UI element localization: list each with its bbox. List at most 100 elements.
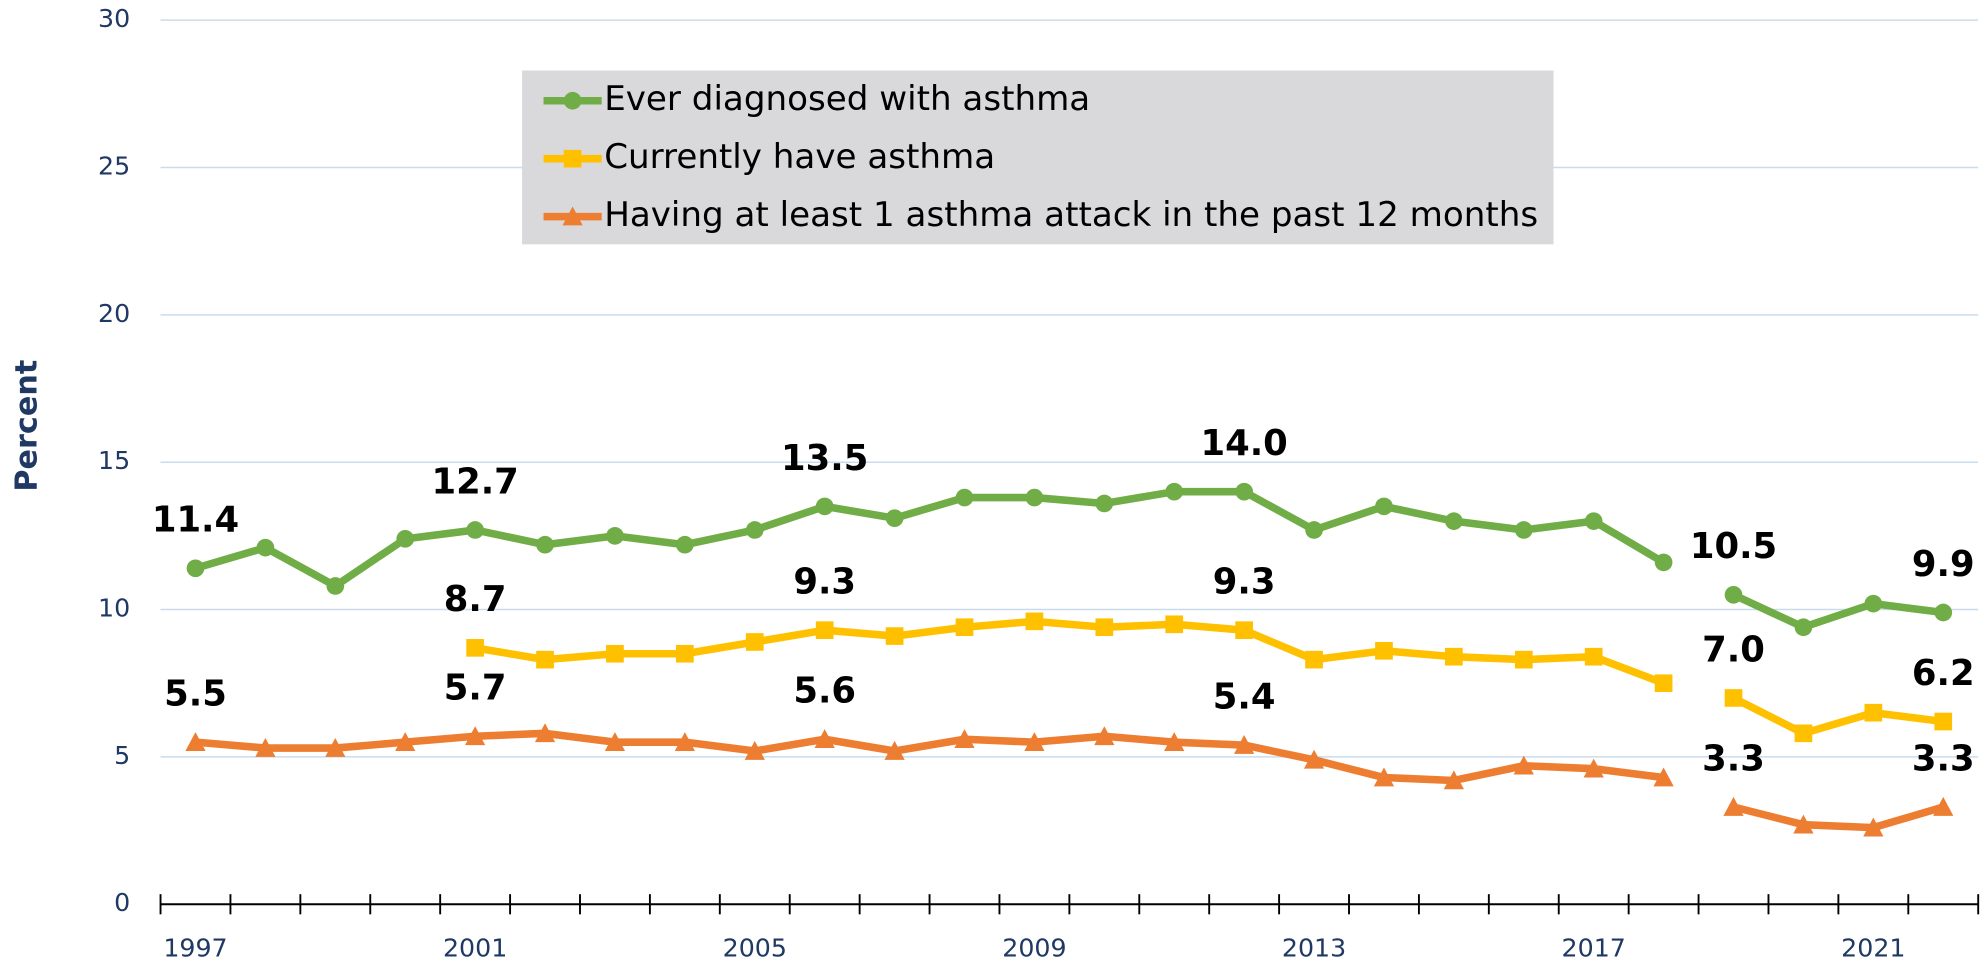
marker: [676, 644, 694, 663]
data-label: 9.3: [1213, 562, 1276, 603]
legend-box: [522, 70, 1554, 245]
y-tick-label: 5: [114, 741, 130, 770]
marker: [954, 729, 975, 749]
marker: [1864, 594, 1883, 613]
legend-label: Ever diagnosed with asthma: [604, 79, 1090, 119]
marker: [604, 732, 626, 751]
data-label: 6.2: [1912, 653, 1975, 694]
marker: [1864, 703, 1883, 722]
marker: [534, 723, 556, 743]
y-tick-label: 0: [114, 888, 130, 917]
marker: [1375, 641, 1393, 660]
marker: [1373, 767, 1395, 787]
marker: [465, 726, 486, 746]
data-label: 8.7: [444, 579, 507, 620]
marker: [1443, 770, 1464, 790]
marker: [1165, 482, 1184, 501]
marker: [1095, 494, 1114, 513]
marker: [1445, 512, 1463, 530]
marker: [885, 627, 904, 645]
marker: [562, 206, 583, 226]
series: 5.5 5.7 5.6 5.4 3.3 3.3: [164, 668, 1975, 837]
marker: [606, 644, 624, 663]
marker: [674, 732, 695, 751]
marker: [1724, 689, 1743, 707]
marker: [1794, 724, 1813, 743]
marker: [1305, 650, 1323, 669]
marker: [1863, 817, 1884, 837]
legend-label: Currently have asthma: [604, 137, 995, 177]
marker: [1513, 755, 1534, 775]
marker: [1514, 650, 1533, 669]
x-tick-label: 2017: [1562, 934, 1626, 963]
data-label: 14.0: [1200, 423, 1287, 464]
marker: [1934, 712, 1953, 731]
marker: [1025, 488, 1044, 507]
x-tick-label: 2013: [1282, 934, 1346, 963]
marker: [1514, 521, 1533, 539]
marker: [1794, 618, 1813, 637]
marker: [325, 737, 346, 757]
y-axis-label: Percent: [9, 360, 44, 492]
marker: [395, 732, 416, 751]
marker: [676, 535, 694, 554]
data-label: 9.9: [1912, 544, 1975, 585]
marker: [396, 530, 415, 548]
marker: [1653, 767, 1674, 787]
marker: [326, 577, 345, 595]
data-label: 11.4: [152, 500, 239, 541]
marker: [745, 521, 764, 539]
marker: [255, 737, 276, 757]
marker: [1375, 497, 1393, 516]
series: 11.4 12.7 13.5 14.0 10.5 9.9: [152, 423, 1975, 637]
series: 8.7 9.3 9.3 7.0 6.2: [444, 562, 1975, 743]
marker: [1933, 796, 1954, 816]
marker: [1793, 814, 1814, 834]
marker: [1305, 521, 1323, 539]
y-tick-label: 20: [98, 299, 130, 328]
marker: [1584, 512, 1603, 530]
marker: [745, 633, 764, 651]
data-label: 12.7: [431, 461, 518, 502]
data-label: 5.4: [1213, 677, 1276, 718]
marker: [1445, 647, 1463, 666]
data-label: 9.3: [793, 562, 856, 603]
marker: [815, 621, 834, 639]
x-tick-label: 2001: [443, 934, 507, 963]
marker: [1025, 612, 1044, 631]
data-label: 5.6: [793, 671, 856, 712]
data-label: 5.7: [444, 668, 507, 709]
data-label: 7.0: [1702, 629, 1765, 670]
y-tick-label: 10: [98, 594, 130, 623]
data-label: 10.5: [1690, 526, 1777, 567]
line: [195, 729, 1945, 832]
marker: [1024, 732, 1045, 751]
marker: [1094, 726, 1115, 746]
y-tick-label: 30: [98, 4, 130, 33]
y-tick-label: 15: [98, 446, 130, 475]
marker: [466, 639, 484, 657]
marker: [1724, 586, 1743, 604]
marker: [185, 732, 206, 751]
x-tick-label: 1997: [163, 934, 227, 963]
x-tick-label: 2005: [723, 934, 787, 963]
marker: [1584, 647, 1603, 666]
marker: [744, 740, 765, 760]
marker: [814, 729, 835, 749]
marker: [606, 527, 624, 545]
marker: [1235, 482, 1253, 501]
marker: [186, 559, 205, 578]
marker: [563, 91, 582, 110]
marker: [1234, 735, 1255, 754]
marker: [563, 149, 582, 168]
marker: [1235, 621, 1253, 639]
x-tick-label: 2021: [1841, 934, 1905, 963]
line: [194, 487, 1944, 632]
marker: [1583, 758, 1604, 778]
data-label: 3.3: [1912, 738, 1975, 779]
x-tick-label: 2009: [1002, 934, 1066, 963]
marker: [536, 535, 554, 554]
y-tick-label: 25: [98, 152, 130, 181]
